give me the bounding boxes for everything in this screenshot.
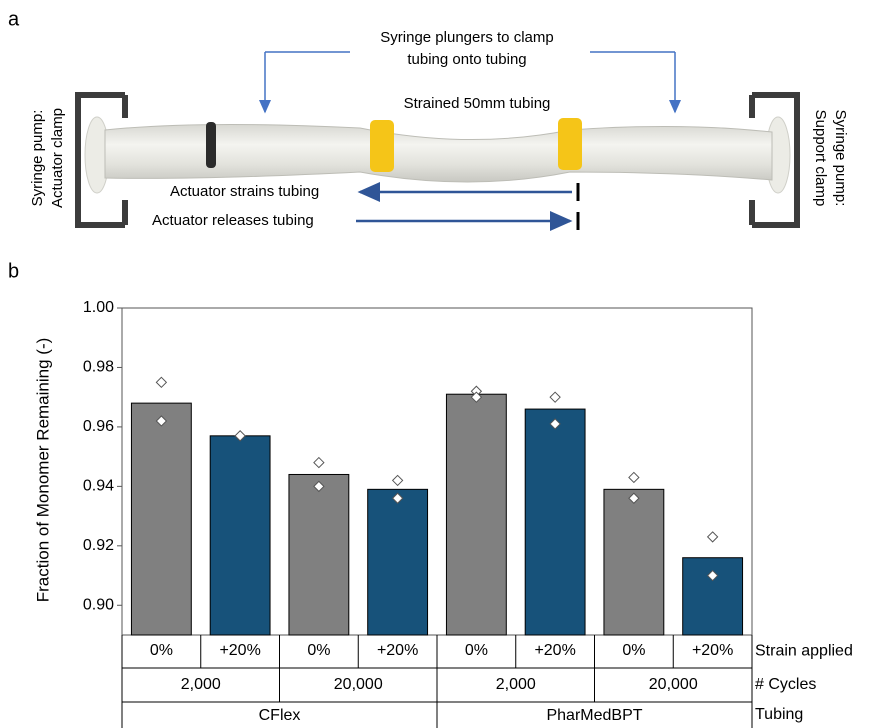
panel-label: b (8, 260, 19, 282)
bar (210, 436, 270, 635)
bar (289, 474, 349, 635)
row-label: Tubing (755, 706, 803, 723)
x-tick-label: 0% (622, 642, 645, 659)
callout: tubing onto tubing (407, 51, 526, 68)
cycles-label: 2,000 (181, 676, 221, 693)
bar (525, 409, 585, 635)
bar (604, 489, 664, 635)
figure: a Syringe plungers to clamp tubing onto … (0, 0, 874, 728)
tubing-label: CFlex (259, 707, 301, 724)
bar (683, 558, 743, 635)
row-label: Strain applied (755, 643, 853, 660)
x-tick-label: 0% (307, 642, 330, 659)
y-tick-label: 1.00 (83, 299, 114, 316)
callout: Syringe plungers to clamp (380, 29, 553, 46)
replicate-point (314, 458, 324, 468)
replicate-point (156, 377, 166, 387)
panel-label: a (8, 8, 20, 30)
cycles-label: 20,000 (334, 676, 383, 693)
left-clamp-label: Syringe pump: (29, 110, 46, 207)
page: {"panel_a": {"panel_label": "a", "callou… (0, 0, 874, 728)
replicate-point (550, 392, 560, 402)
tubing-label: PharMedBPT (546, 707, 642, 724)
left-clamp-label: Actuator clamp (49, 108, 66, 208)
y-tick-label: 0.92 (83, 537, 114, 554)
replicate-point (708, 532, 718, 542)
strained-label: Strained 50mm tubing (404, 95, 551, 112)
x-tick-label: 0% (150, 642, 173, 659)
x-tick-label: +20% (219, 642, 260, 659)
bar (446, 394, 506, 635)
y-tick-label: 0.90 (83, 596, 114, 613)
y-tick-label: 0.96 (83, 418, 114, 435)
cycles-label: 2,000 (496, 676, 536, 693)
x-tick-label: +20% (692, 642, 733, 659)
strains-label: Actuator strains tubing (170, 183, 319, 200)
x-tick-label: +20% (534, 642, 575, 659)
row-label: # Cycles (755, 676, 816, 693)
bar (368, 489, 428, 635)
y-tick-label: 0.98 (83, 359, 114, 376)
x-tick-label: +20% (377, 642, 418, 659)
releases-label: Actuator releases tubing (152, 212, 314, 229)
y-tick-label: 0.94 (83, 478, 114, 495)
right-clamp-label: Syringe pump: (832, 110, 849, 207)
x-tick-label: 0% (465, 642, 488, 659)
replicate-point (393, 475, 403, 485)
bar (131, 403, 191, 635)
replicate-point (629, 472, 639, 482)
right-clamp-label: Support clamp (812, 110, 829, 207)
photo (78, 52, 797, 230)
y-axis-label: Fraction of Monomer Remaining (-) (33, 338, 52, 603)
cycles-label: 20,000 (649, 676, 698, 693)
